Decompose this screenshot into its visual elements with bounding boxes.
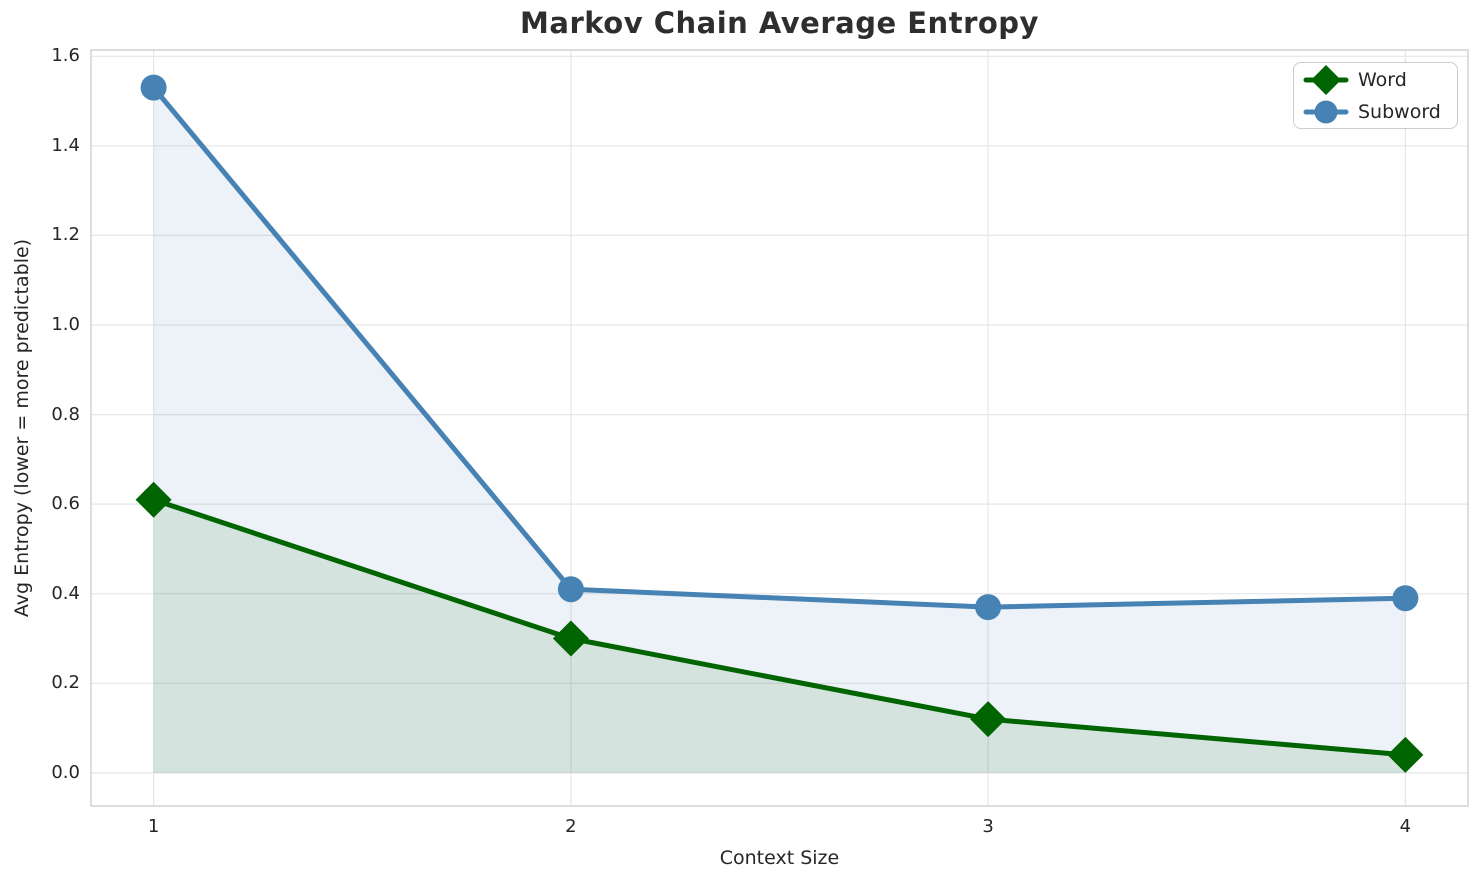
word-line [151,497,1408,758]
legend-item-subword: Subword [1303,96,1457,128]
y-tick-label: 0.8 [51,403,80,425]
subword-marker [557,576,584,603]
y-tick-label: 0.4 [51,582,80,604]
y-tick-label: 1.4 [51,134,80,156]
plot-border [90,49,1469,807]
y-axis-label: Avg Entropy (lower = more predictable) [11,238,33,618]
y-tick-label: 0.6 [51,493,80,515]
x-tick-label: 2 [565,816,577,837]
word-area [153,499,1406,773]
subword-legend-circle-icon [1314,100,1338,123]
word-marker [1387,736,1424,773]
y-tick-label: 0.2 [51,672,80,694]
legend-item-word: Word [1303,64,1457,96]
word-marker [552,620,589,657]
chart-title: Markov Chain Average Entropy [520,6,1039,40]
subword-legend-marker-icon [1303,100,1349,123]
legend-label-subword: Subword [1358,100,1441,123]
word-marker [970,701,1007,738]
legend-label-word: Word [1358,68,1407,91]
word-marker [135,481,172,518]
x-tick-label: 1 [147,816,160,837]
x-tick-label: 3 [982,816,994,837]
subword-marker [1392,585,1419,612]
subword-marker [140,74,167,101]
subword-marker [975,594,1002,621]
word-legend-marker-icon [1303,64,1349,95]
y-tick-label: 1.6 [51,45,80,67]
y-tick-label: 1.2 [51,224,80,246]
y-tick-label: 0.0 [51,761,80,783]
subword-line [151,85,1408,610]
x-axis-label: Context Size [719,847,840,869]
y-tick-label: 1.0 [51,314,80,335]
word-legend-diamond-icon [1311,64,1341,95]
legend: Word Subword [1293,62,1458,129]
x-tick-label: 4 [1399,816,1412,837]
